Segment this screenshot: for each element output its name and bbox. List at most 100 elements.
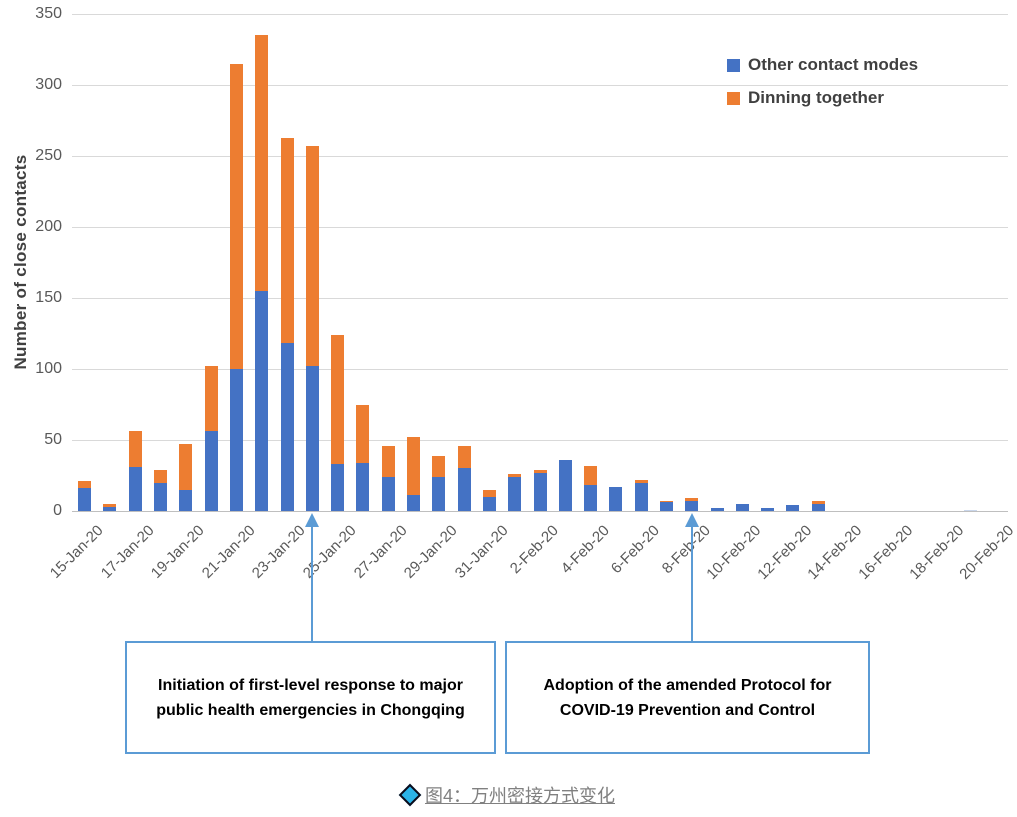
bar-segment-dinning-together xyxy=(407,437,420,496)
grid-line xyxy=(72,369,1008,370)
bar-segment-dinning-together xyxy=(432,455,446,477)
bar-segment-other-contact-modes xyxy=(356,462,370,511)
bar-segment-dinning-together xyxy=(204,366,218,432)
x-tick-label: 27-Jan-20 xyxy=(350,522,411,582)
bar-segment-other-contact-modes xyxy=(508,476,522,511)
bar-segment-dinning-together xyxy=(634,479,648,483)
caption-text: 图4：万州密接方式变化 xyxy=(424,786,615,806)
annotation-box-first-level-response: Initiation of first-level response to ma… xyxy=(125,641,496,754)
y-tick-label: 150 xyxy=(35,289,62,306)
figure-caption: 图4：万州密接方式变化 xyxy=(0,782,1017,808)
bar-segment-other-contact-modes xyxy=(154,482,168,511)
x-tick-label: 18-Feb-20 xyxy=(905,522,967,583)
grid-line xyxy=(72,298,1008,299)
x-tick-label: 23-Jan-20 xyxy=(249,522,310,582)
annotation-text-amended-protocol: Adoption of the amended Protocol for COV… xyxy=(543,676,832,719)
bar-segment-other-contact-modes xyxy=(482,496,496,511)
annotation-arrow-line xyxy=(690,526,693,641)
bar-segment-other-contact-modes xyxy=(963,509,977,511)
bar-segment-other-contact-modes xyxy=(533,472,547,511)
x-tick-label: 14-Feb-20 xyxy=(804,522,866,583)
bar-segment-dinning-together xyxy=(381,445,395,477)
bar-segment-dinning-together xyxy=(78,481,92,489)
annotation-text-first-level-response: Initiation of first-level response to ma… xyxy=(156,676,465,719)
legend-item-dinning-together: Dinning together xyxy=(727,88,918,108)
x-tick-label: 17-Jan-20 xyxy=(97,522,158,582)
bar-segment-other-contact-modes xyxy=(609,486,623,511)
diamond-icon xyxy=(398,783,422,807)
bar-segment-dinning-together xyxy=(659,501,673,503)
bar-segment-other-contact-modes xyxy=(685,501,699,511)
y-tick-label: 50 xyxy=(44,431,62,448)
bar-segment-other-contact-modes xyxy=(761,508,775,511)
bar-segment-dinning-together xyxy=(508,474,522,477)
grid-line xyxy=(72,440,1008,441)
x-tick-label: 6-Feb-20 xyxy=(608,522,664,578)
bar-segment-other-contact-modes xyxy=(659,502,673,511)
bar-segment-other-contact-modes xyxy=(381,476,395,511)
bar-segment-dinning-together xyxy=(356,404,370,463)
bar-segment-other-contact-modes xyxy=(735,503,749,511)
x-tick-label: 10-Feb-20 xyxy=(703,522,765,583)
legend-label-other-contact-modes: Other contact modes xyxy=(748,55,919,74)
legend-swatch-orange-icon xyxy=(727,91,740,105)
bar-segment-dinning-together xyxy=(255,35,269,291)
y-axis-tick-labels: 0 50 100 150 200 250 300 350 xyxy=(0,0,62,560)
bar-segment-other-contact-modes xyxy=(634,482,648,511)
bar-segment-dinning-together xyxy=(457,445,471,469)
y-tick-label: 250 xyxy=(35,147,62,164)
x-tick-label: 29-Jan-20 xyxy=(401,522,461,582)
bar-segment-other-contact-modes xyxy=(179,489,193,511)
bar-segment-dinning-together xyxy=(229,63,243,369)
y-tick-label: 350 xyxy=(35,5,62,22)
annotation-arrow-up-icon xyxy=(684,513,699,527)
bar-segment-other-contact-modes xyxy=(811,503,825,511)
bar-segment-other-contact-modes xyxy=(280,343,294,511)
x-tick-label: 12-Feb-20 xyxy=(754,522,815,583)
annotation-box-amended-protocol: Adoption of the amended Protocol for COV… xyxy=(505,641,870,754)
grid-line xyxy=(72,85,1008,86)
legend-swatch-blue-icon xyxy=(727,58,740,72)
x-tick-label: 19-Jan-20 xyxy=(148,522,208,582)
grid-line xyxy=(72,14,1008,15)
y-tick-label: 200 xyxy=(35,218,62,235)
bar-segment-dinning-together xyxy=(533,469,547,473)
bar-segment-dinning-together xyxy=(811,501,825,504)
bar-segment-dinning-together xyxy=(179,444,193,490)
bar-segment-dinning-together xyxy=(482,489,496,497)
legend-item-other-contact-modes: Other contact modes xyxy=(727,55,918,75)
grid-line xyxy=(72,156,1008,157)
x-tick-label: 16-Feb-20 xyxy=(855,522,917,583)
bar-segment-other-contact-modes xyxy=(710,508,724,511)
x-tick-label: 15-Jan-20 xyxy=(46,522,107,582)
bar-segment-other-contact-modes xyxy=(78,488,92,511)
bar-segment-other-contact-modes xyxy=(558,459,572,511)
y-tick-label: 300 xyxy=(35,76,62,93)
bar-segment-other-contact-modes xyxy=(584,485,598,511)
bar-segment-other-contact-modes xyxy=(457,468,471,511)
bar-segment-other-contact-modes xyxy=(786,505,800,511)
bar-segment-other-contact-modes xyxy=(331,464,345,511)
bar-segment-dinning-together xyxy=(305,146,319,367)
x-tick-label: 2-Feb-20 xyxy=(506,522,563,578)
bar-segment-other-contact-modes xyxy=(103,506,117,511)
x-tick-label: 21-Jan-20 xyxy=(198,522,259,582)
y-tick-label: 100 xyxy=(35,360,62,377)
bar-segment-dinning-together xyxy=(103,503,117,507)
x-tick-label: 25-Jan-20 xyxy=(299,522,360,582)
bar-segment-other-contact-modes xyxy=(229,369,243,511)
bar-segment-dinning-together xyxy=(128,431,142,467)
bar-segment-other-contact-modes xyxy=(128,466,142,511)
legend-label-dinning-together: Dinning together xyxy=(748,88,884,107)
annotation-arrow-up-icon xyxy=(305,513,320,527)
bar-segment-dinning-together xyxy=(584,465,598,486)
x-tick-label: 31-Jan-20 xyxy=(451,522,512,582)
bar-segment-dinning-together xyxy=(685,498,699,502)
bar-segment-other-contact-modes xyxy=(204,431,218,511)
bar-segment-other-contact-modes xyxy=(432,476,446,511)
bar-segment-dinning-together xyxy=(154,469,168,483)
bar-segment-dinning-together xyxy=(331,334,345,465)
x-tick-label: 4-Feb-20 xyxy=(557,522,613,578)
bar-segment-other-contact-modes xyxy=(255,290,269,511)
